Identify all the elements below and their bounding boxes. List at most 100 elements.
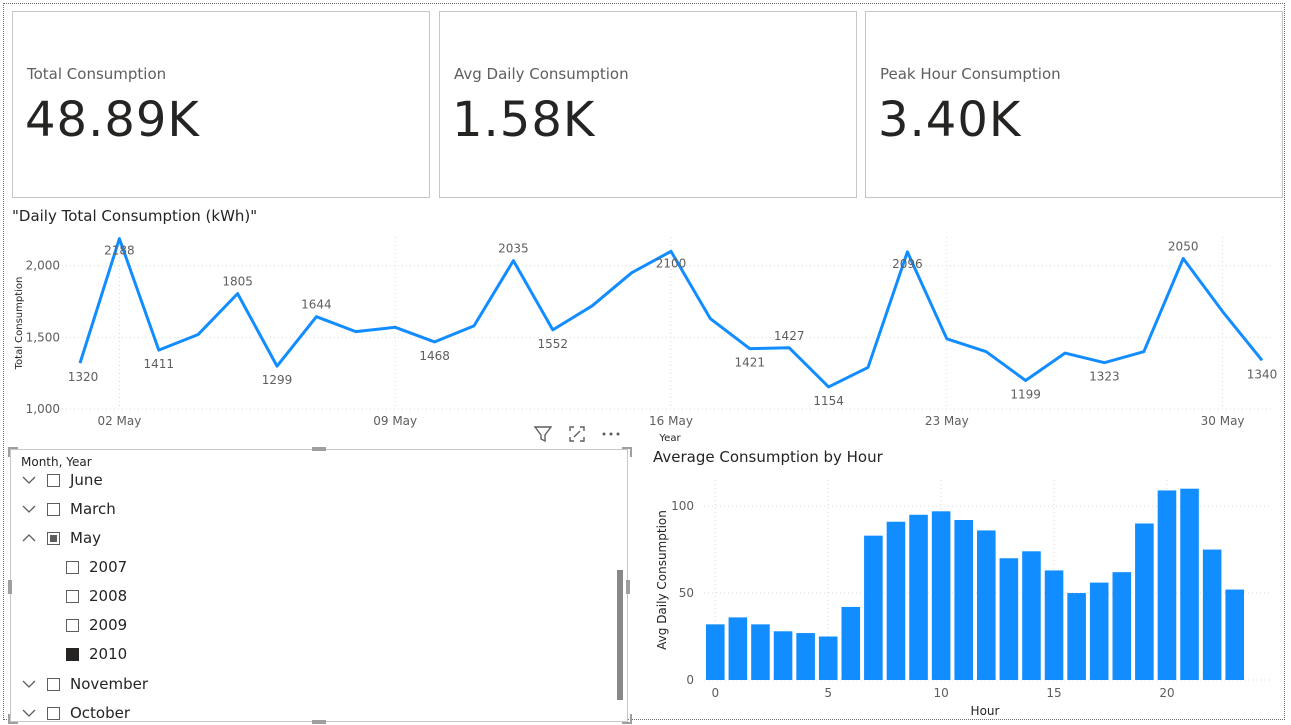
- chevron-down-icon[interactable]: [21, 501, 37, 517]
- bar: [841, 606, 861, 680]
- resize-handle[interactable]: [312, 447, 326, 451]
- slicer-item-2008[interactable]: 2008: [66, 584, 127, 608]
- bar: [1225, 589, 1244, 680]
- hourly-consumption-bar-chart[interactable]: 0 50 100 0 5 10 15 20 Avg Daily Consumption Hour: [640, 470, 1280, 720]
- y-tick-label: 0: [686, 673, 694, 687]
- data-label: 2096: [892, 257, 923, 271]
- x-tick-label: 02 May: [97, 414, 141, 428]
- chevron-down-icon[interactable]: [21, 472, 37, 488]
- bar: [864, 535, 883, 680]
- bar: [1135, 523, 1154, 680]
- x-tick-label: 20: [1159, 686, 1174, 700]
- slicer-item-2007[interactable]: 2007: [66, 555, 127, 579]
- y-tick-label: 2,000: [26, 259, 60, 273]
- data-label: 1552: [538, 337, 569, 351]
- avg-daily-consumption-card[interactable]: Avg Daily Consumption 1.58K: [439, 11, 857, 198]
- daily-consumption-line-chart[interactable]: 1,000 1,500 2,000 02 May 09 May 16 May 23 May 3…: [0, 225, 1291, 445]
- chevron-down-icon[interactable]: [21, 705, 37, 721]
- data-label: 2035: [498, 242, 529, 256]
- resize-corner[interactable]: [8, 714, 18, 724]
- bar-chart-title: Average Consumption by Hour: [653, 448, 883, 466]
- month-year-slicer[interactable]: Month, Year June March May 2007 2008 2009 2010…: [10, 449, 628, 722]
- data-label: 1411: [144, 357, 175, 371]
- data-label: 1299: [262, 373, 293, 387]
- slicer-item-label: 2007: [89, 558, 128, 576]
- card-label: Peak Hour Consumption: [880, 65, 1061, 83]
- filter-icon[interactable]: [532, 423, 554, 445]
- slicer-item-june[interactable]: June: [21, 468, 103, 492]
- slicer-item-may[interactable]: May: [21, 526, 101, 550]
- data-label: 1468: [419, 349, 450, 363]
- card-label: Avg Daily Consumption: [454, 65, 629, 83]
- data-label: 1644: [301, 298, 332, 312]
- x-tick-label: 16 May: [649, 414, 693, 428]
- card-value: 48.89K: [25, 92, 200, 148]
- slicer-scrollbar[interactable]: [617, 570, 623, 700]
- slicer-item-2009[interactable]: 2009: [66, 613, 127, 637]
- slicer-checkbox[interactable]: [47, 473, 60, 487]
- slicer-item-label: 2009: [89, 616, 128, 634]
- slicer-item-label: 2010: [89, 645, 128, 663]
- data-label: 1154: [813, 394, 844, 408]
- bar: [1202, 549, 1222, 680]
- peak-hour-consumption-card[interactable]: Peak Hour Consumption 3.40K: [865, 11, 1283, 198]
- slicer-checkbox[interactable]: [47, 677, 60, 691]
- bar: [796, 633, 815, 680]
- y-tick-label: 50: [679, 586, 694, 600]
- data-label: 1320: [68, 370, 99, 384]
- chevron-down-icon[interactable]: [21, 676, 37, 692]
- total-consumption-card[interactable]: Total Consumption 48.89K: [12, 11, 430, 198]
- slicer-checkbox[interactable]: [47, 502, 60, 516]
- slicer-item-label: June: [70, 471, 103, 489]
- card-value: 1.58K: [452, 92, 596, 148]
- report-canvas-border: [3, 3, 1285, 720]
- slicer-item-november[interactable]: November: [21, 672, 148, 696]
- card-value: 3.40K: [878, 92, 1022, 148]
- slicer-item-label: October: [70, 704, 131, 722]
- slicer-item-october[interactable]: October: [21, 701, 131, 722]
- bar: [909, 514, 928, 680]
- slicer-checkbox[interactable]: [66, 589, 79, 603]
- resize-handle[interactable]: [312, 720, 326, 724]
- chevron-up-icon[interactable]: [21, 530, 37, 546]
- data-label: 1199: [1010, 387, 1041, 401]
- slicer-item-label: March: [70, 500, 116, 518]
- bar: [999, 558, 1019, 680]
- resize-corner[interactable]: [8, 447, 18, 457]
- slicer-item-2010[interactable]: 2010: [66, 642, 127, 666]
- bar: [818, 636, 838, 680]
- slicer-checkbox[interactable]: [47, 706, 60, 720]
- x-tick-label: 30 May: [1201, 414, 1245, 428]
- slicer-header: Month, Year: [21, 455, 92, 469]
- focus-mode-icon[interactable]: [566, 423, 588, 445]
- bar: [954, 520, 973, 680]
- y-tick-label: 1,500: [26, 330, 60, 344]
- bar: [1067, 593, 1086, 680]
- data-label: 1323: [1089, 370, 1120, 384]
- slicer-item-march[interactable]: March: [21, 497, 116, 521]
- x-tick-label: 23 May: [925, 414, 969, 428]
- bar: [728, 617, 748, 680]
- y-axis-title: Avg Daily Consumption: [655, 510, 669, 650]
- slicer-checkbox[interactable]: [47, 531, 60, 545]
- more-options-icon[interactable]: [600, 423, 622, 445]
- x-tick-label: 0: [711, 686, 719, 700]
- data-label: 1427: [774, 329, 805, 343]
- x-tick-label: 5: [824, 686, 832, 700]
- bar: [1112, 572, 1132, 680]
- line-chart-title: "Daily Total Consumption (kWh)": [12, 207, 258, 225]
- resize-corner[interactable]: [622, 447, 632, 457]
- slicer-checkbox[interactable]: [66, 560, 79, 574]
- resize-handle[interactable]: [626, 580, 630, 594]
- bar: [886, 521, 906, 680]
- slicer-checkbox[interactable]: [66, 647, 79, 661]
- y-axis-title: Total Consumption: [14, 277, 25, 371]
- x-axis-title: Hour: [971, 704, 1000, 718]
- bar: [931, 511, 951, 680]
- slicer-checkbox[interactable]: [66, 618, 79, 632]
- x-axis-title: Year: [658, 433, 681, 444]
- resize-corner[interactable]: [622, 714, 632, 724]
- bar: [751, 624, 770, 680]
- resize-handle[interactable]: [8, 580, 12, 594]
- data-label: 2188: [104, 244, 135, 258]
